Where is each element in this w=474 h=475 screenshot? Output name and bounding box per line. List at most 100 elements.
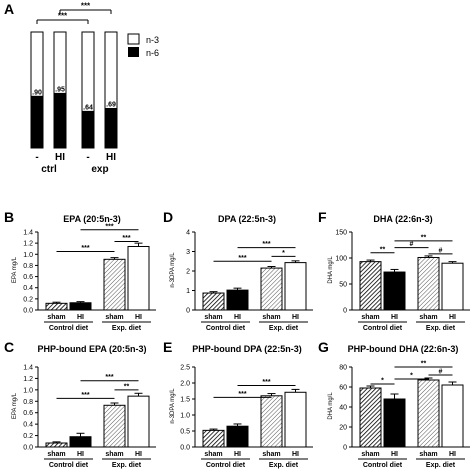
- y-tick-label: 1.4: [23, 365, 33, 372]
- bar: [226, 289, 249, 311]
- panel-letter-a: A: [4, 1, 14, 17]
- significance-label: ***: [262, 241, 270, 248]
- legend-n6-label: n-6: [146, 48, 159, 58]
- y-tick-label: 1.5: [180, 397, 190, 404]
- significance-label: **: [421, 361, 427, 368]
- group-label: Control diet: [206, 325, 246, 332]
- y-tick-label: 0.8: [23, 399, 33, 406]
- group-label: Control diet: [49, 462, 89, 469]
- y-tick-label: 0.2: [23, 296, 33, 303]
- y-tick-label: 0.2: [23, 433, 33, 440]
- y-tick-label: 40: [339, 405, 347, 412]
- y-tick-label: 1.0: [23, 252, 33, 259]
- panel-letter-f: F: [318, 209, 327, 225]
- stacked-bar-n6: [31, 95, 43, 148]
- x-tick-label: HI: [234, 451, 241, 458]
- bar: [359, 261, 382, 311]
- x-tick-label: HI: [391, 314, 398, 321]
- bar: [359, 387, 382, 448]
- x-tick-label: -: [86, 152, 89, 163]
- significance-label: ***: [58, 12, 68, 21]
- panel-letter-c: C: [4, 339, 14, 355]
- y-tick-label: 0.0: [180, 445, 190, 452]
- stacked-bar-n6: [54, 92, 66, 148]
- x-tick-label: HI: [135, 451, 142, 458]
- y-tick-label: 2.5: [180, 365, 190, 372]
- significance-label: ***: [238, 255, 246, 262]
- chart-g-title: PHP-bound DHA (22:6n-3): [348, 344, 459, 354]
- y-tick-label: 100: [335, 256, 347, 263]
- group-label: Control diet: [363, 462, 403, 469]
- y-tick-label: 2.0: [180, 381, 190, 388]
- bar: [284, 262, 307, 311]
- x-tick-label: sham: [47, 314, 65, 321]
- x-tick-label: sham: [262, 451, 280, 458]
- x-tick-label: sham: [361, 451, 379, 458]
- bar: [202, 292, 225, 311]
- chart-e-ylabel: n-3DPA mg/L: [170, 388, 176, 424]
- y-tick-label: 150: [335, 230, 347, 237]
- y-tick-label: 0.4: [23, 285, 33, 292]
- y-tick-label: 0.5: [180, 429, 190, 436]
- x-tick-label: HI: [391, 451, 398, 458]
- x-tick-label: HI: [55, 152, 65, 163]
- significance-label: **: [380, 246, 386, 253]
- group-label: Control diet: [49, 325, 89, 332]
- panel-letter-b: B: [4, 209, 14, 225]
- panel-letter-g: G: [318, 339, 329, 355]
- y-tick-label: 0.0: [23, 308, 33, 315]
- legend-n3-swatch: [127, 33, 140, 45]
- significance-label: #: [439, 369, 443, 376]
- bar: [226, 425, 249, 448]
- x-tick-label: HI: [292, 314, 299, 321]
- y-tick-label: 0: [343, 308, 347, 315]
- x-tick-label: HI: [77, 451, 84, 458]
- significance-label: *: [410, 373, 413, 380]
- x-tick-label: HI: [106, 152, 116, 163]
- stacked-bar-value-label: .69: [106, 101, 116, 108]
- group-label: Exp. diet: [269, 325, 299, 332]
- x-tick-label: sham: [361, 314, 379, 321]
- bar: [202, 429, 225, 448]
- group-label: Control diet: [206, 462, 246, 469]
- stacked-bar-value-label: .90: [32, 89, 42, 96]
- bar: [417, 256, 440, 311]
- significance-label: ***: [262, 379, 270, 386]
- y-tick-label: 0.6: [23, 274, 33, 281]
- significance-label: ***: [238, 391, 246, 398]
- significance-label: **: [421, 234, 427, 241]
- y-tick-label: 50: [339, 282, 347, 289]
- bar: [127, 395, 150, 448]
- chart-b-title: EPA (20:5n-3): [63, 214, 121, 224]
- significance-label: #: [439, 247, 443, 254]
- y-tick-label: 4: [186, 230, 190, 237]
- x-tick-label: sham: [105, 451, 123, 458]
- y-tick-label: 3: [186, 249, 190, 256]
- group-label: exp: [91, 164, 108, 175]
- significance-label: #: [410, 241, 414, 248]
- x-tick-label: sham: [419, 451, 437, 458]
- legend-n3-label: n-3: [146, 35, 159, 45]
- group-label: Control diet: [363, 325, 403, 332]
- x-tick-label: -: [35, 152, 38, 163]
- bar: [417, 379, 440, 448]
- y-tick-label: 80: [339, 365, 347, 372]
- y-tick-label: 0: [186, 308, 190, 315]
- significance-label: *: [282, 250, 285, 257]
- bar: [103, 258, 126, 311]
- significance-label: **: [124, 383, 130, 390]
- significance-label: ***: [81, 392, 89, 399]
- stacked-bar-n6: [82, 110, 94, 148]
- significance-label: ***: [81, 2, 91, 11]
- significance-label: *: [381, 378, 384, 385]
- bar: [45, 442, 68, 448]
- stacked-bar-value-label: .64: [83, 104, 93, 111]
- bar: [260, 395, 283, 448]
- bar: [441, 262, 464, 311]
- chart-b-ylabel: EPA mg/L: [12, 256, 18, 283]
- x-tick-label: HI: [292, 451, 299, 458]
- significance-label: ***: [81, 245, 89, 252]
- group-label: Exp. diet: [112, 462, 142, 469]
- group-label: Exp. diet: [112, 325, 142, 332]
